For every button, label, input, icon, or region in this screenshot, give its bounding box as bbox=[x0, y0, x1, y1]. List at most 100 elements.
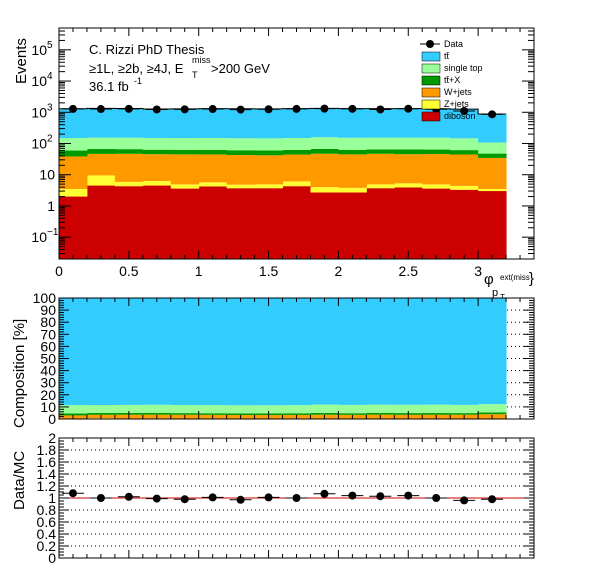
bar-tt bbox=[366, 108, 395, 138]
bar-tt-x bbox=[478, 153, 507, 158]
comp-y-tick-label: 0 bbox=[48, 411, 56, 427]
ratio-point bbox=[236, 495, 245, 504]
bar-single-top bbox=[59, 138, 88, 151]
bar-single-top bbox=[142, 138, 172, 150]
bar-z-jets bbox=[422, 184, 451, 189]
ratio-y-tick-label: 0.8 bbox=[37, 502, 57, 518]
comp-bar-tt bbox=[310, 298, 339, 405]
legend-label: tt̄ bbox=[444, 51, 450, 61]
legend-swatch bbox=[421, 75, 441, 86]
bar-z-jets bbox=[86, 175, 116, 186]
comp-bar-tt bbox=[394, 298, 423, 405]
comp-bar-tt bbox=[198, 298, 228, 406]
composition-stack bbox=[59, 298, 507, 419]
bar-tt-x bbox=[366, 149, 395, 154]
bar-diboson bbox=[422, 188, 451, 259]
bar-single-top bbox=[422, 137, 451, 150]
annotation-miss: miss bbox=[192, 55, 211, 65]
bar-z-jets bbox=[59, 188, 88, 197]
bar-tt bbox=[86, 108, 116, 138]
x-label-sup: ext(miss bbox=[500, 273, 530, 282]
ratio-point bbox=[68, 489, 77, 498]
ratio-y-tick-label: 0.2 bbox=[37, 538, 57, 554]
y-tick-label: 10 bbox=[31, 42, 47, 58]
bar-tt-x bbox=[450, 150, 479, 155]
bar-single-top bbox=[338, 137, 367, 150]
ratio-points bbox=[62, 489, 504, 505]
bar-tt bbox=[170, 108, 200, 139]
bar-w-jets bbox=[478, 157, 507, 189]
bar-single-top bbox=[394, 137, 423, 150]
bar-tt-x bbox=[254, 150, 284, 156]
bar-w-jets bbox=[226, 155, 256, 185]
bar-tt-x bbox=[142, 149, 172, 155]
bar-diboson bbox=[338, 192, 367, 259]
ratio-point bbox=[460, 496, 469, 505]
comp-bar-tt bbox=[338, 298, 367, 405]
bar-z-jets bbox=[310, 187, 339, 193]
bar-tt bbox=[254, 108, 284, 139]
y-tick-label-exp: 5 bbox=[47, 40, 53, 51]
comp-bar-single-top bbox=[310, 404, 339, 413]
comp-y-tick-label: 80 bbox=[40, 314, 56, 330]
bar-tt-x bbox=[422, 149, 451, 155]
data-point bbox=[376, 105, 385, 114]
bar-w-jets bbox=[198, 154, 228, 183]
comp-bar-tt-x bbox=[422, 413, 451, 415]
data-point bbox=[488, 110, 497, 119]
ratio-point bbox=[264, 493, 273, 502]
main-ylabel: Events bbox=[13, 38, 30, 84]
comp-bar-single-top bbox=[254, 405, 284, 414]
bar-z-jets bbox=[142, 180, 172, 186]
bar-tt bbox=[394, 108, 423, 138]
data-point bbox=[124, 104, 133, 113]
bar-single-top bbox=[450, 138, 479, 151]
comp-bar-tt bbox=[142, 298, 172, 405]
comp-bar-single-top bbox=[170, 405, 200, 414]
comp-y-tick-label: 90 bbox=[40, 302, 56, 318]
y-tick-label: 1 bbox=[47, 198, 55, 214]
ratio-point bbox=[292, 494, 301, 502]
bar-tt-x bbox=[282, 149, 311, 155]
ratio-point bbox=[152, 494, 161, 503]
ratio-y-tick-label: 1.8 bbox=[37, 442, 57, 458]
data-point bbox=[152, 105, 161, 114]
comp-bar-tt-x bbox=[59, 413, 88, 416]
comp-bar-single-top bbox=[226, 405, 256, 414]
comp-bar-single-top bbox=[86, 404, 116, 413]
legend-swatch bbox=[421, 63, 441, 74]
bar-diboson bbox=[114, 186, 144, 259]
comp-bar-tt-x bbox=[170, 413, 200, 415]
data-point bbox=[292, 104, 301, 113]
bar-tt-x bbox=[226, 150, 256, 156]
ratio-ylabel: Data/MC bbox=[11, 451, 28, 510]
comp-bar-tt bbox=[422, 298, 451, 405]
comp-bar-tt bbox=[450, 298, 479, 405]
ratio-y-tick-label: 0 bbox=[48, 550, 56, 566]
comp-bar-single-top bbox=[114, 404, 144, 413]
comp-bar-tt bbox=[254, 298, 284, 406]
comp-bar-single-top bbox=[198, 405, 228, 414]
bar-diboson bbox=[226, 188, 256, 259]
ratio-point bbox=[96, 494, 105, 502]
ratio-point bbox=[320, 489, 329, 498]
comp-bar-tt bbox=[366, 298, 395, 405]
bar-z-jets bbox=[478, 188, 507, 192]
data-point bbox=[68, 104, 77, 113]
ratio-y-axis: 00.20.40.60.811.21.41.61.82 bbox=[37, 430, 534, 566]
main-stack bbox=[59, 107, 507, 259]
bar-single-top bbox=[226, 138, 256, 151]
data-point bbox=[96, 105, 105, 114]
bar-w-jets bbox=[59, 156, 88, 189]
bar-tt bbox=[282, 108, 311, 138]
y-tick-label-exp: 4 bbox=[47, 71, 53, 82]
data-point bbox=[460, 106, 469, 115]
legend-marker bbox=[426, 40, 434, 48]
comp-y-tick-label: 70 bbox=[40, 326, 56, 342]
bar-tt-x bbox=[394, 149, 423, 155]
legend-swatch bbox=[421, 99, 441, 110]
legend-swatch bbox=[421, 87, 441, 98]
